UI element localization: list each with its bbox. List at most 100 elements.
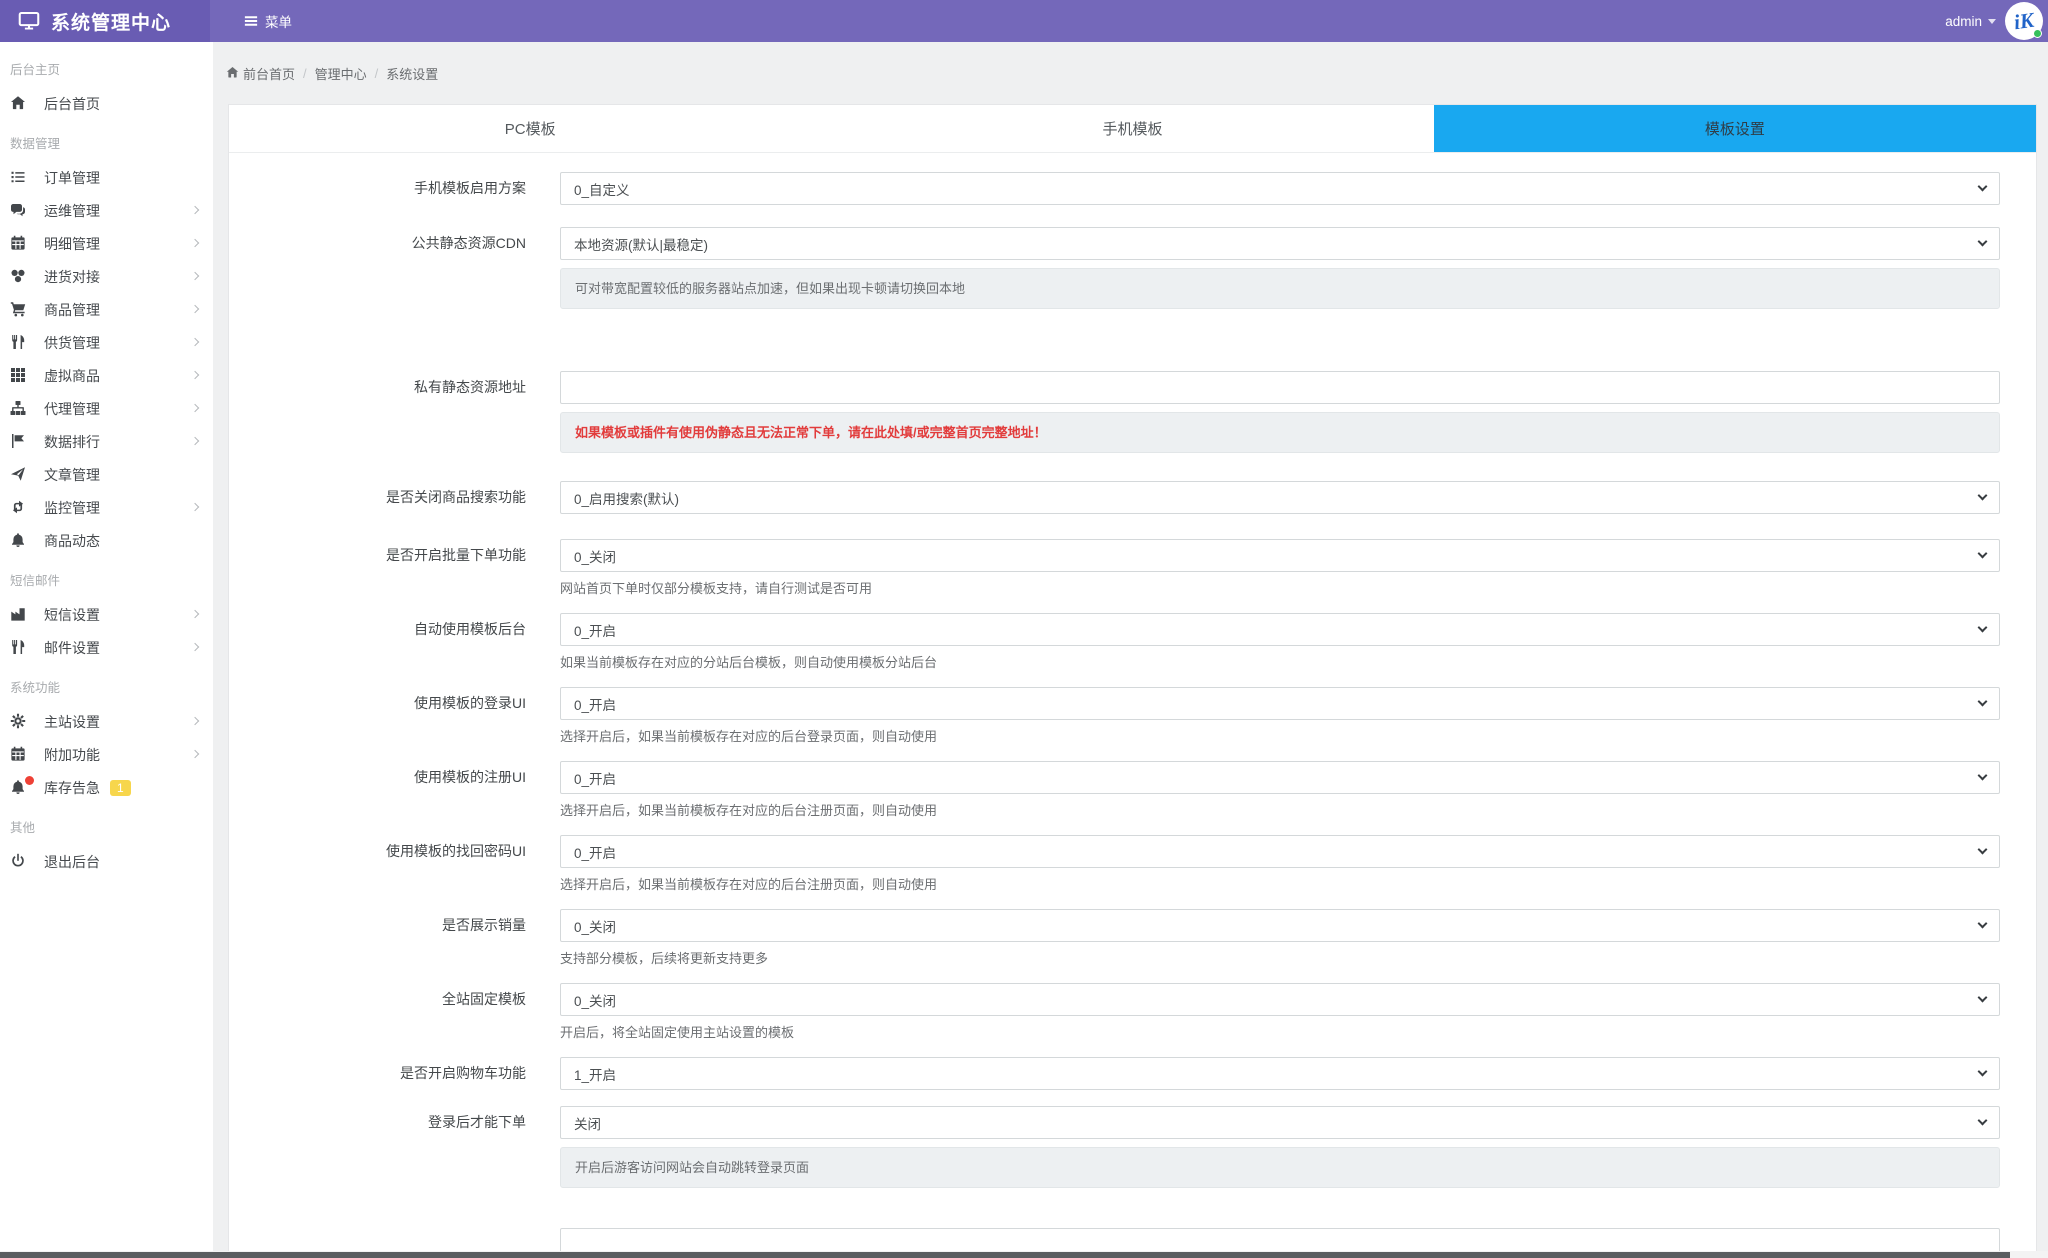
- breadcrumb-item-system-settings[interactable]: 系统设置: [386, 64, 438, 83]
- sidebar-item-virtual[interactable]: 虚拟商品: [0, 359, 213, 392]
- field-label: 是否展示销量: [442, 917, 526, 933]
- sidebar-section-title: 后台主页: [10, 63, 61, 77]
- sidebar-item-label: 退出后台: [44, 853, 100, 870]
- sidebar-item-label: 库存告急: [44, 779, 100, 796]
- sidebar-item-label: 运维管理: [44, 202, 100, 219]
- sidebar-item-supply[interactable]: 供货管理: [0, 326, 213, 359]
- field-label: 公共静态资源CDN: [411, 235, 526, 251]
- field-label: 私有静态资源地址: [414, 379, 526, 395]
- send-icon: [10, 466, 27, 483]
- cart-toggle-select[interactable]: 1_开启: [560, 1057, 2000, 1090]
- sidebar-item-site-settings[interactable]: 主站设置: [0, 705, 213, 738]
- form-row-partial: [229, 1228, 2000, 1251]
- field-control: 0_启用搜索(默认): [560, 481, 2000, 514]
- app-title: 系统管理中心: [51, 12, 172, 34]
- mobile-template-plan-select[interactable]: 0_自定义: [560, 172, 2000, 205]
- chevron-down-icon: [1977, 770, 1988, 781]
- username: admin: [1945, 13, 1982, 29]
- monitor-icon: [18, 12, 40, 30]
- sidebar-item-ranking[interactable]: 数据排行: [0, 425, 213, 458]
- field-label: 是否关闭商品搜索功能: [386, 489, 526, 505]
- sidebar-item-stock-alert[interactable]: 库存告急 1: [0, 771, 213, 804]
- breadcrumb-separator: /: [374, 66, 379, 81]
- sidebar-section-title: 数据管理: [10, 137, 61, 151]
- sidebar-item-articles[interactable]: 文章管理: [0, 458, 213, 491]
- form-row-template-register-ui: 使用模板的注册UI 0_开启 选择开启后，如果当前模板存在对应的后台注册页面，则自动…: [229, 761, 2000, 819]
- chevron-right-icon: [190, 716, 200, 726]
- field-help: 选择开启后，如果当前模板存在对应的后台登录页面，则自动使用: [560, 729, 938, 744]
- breadcrumb-item-frontend-home[interactable]: 前台首页: [226, 64, 295, 83]
- select-value: 0_自定义: [574, 182, 630, 198]
- select-value: 0_关闭: [574, 919, 617, 935]
- settings-card: PC模板 手机模板 模板设置 手机模板启用方案 0_自定义公共静态资源CDN 本地资源(…: [228, 104, 2037, 1252]
- sidebar-item-purchase[interactable]: 进货对接: [0, 260, 213, 293]
- chevron-right-icon: [190, 238, 200, 248]
- sidebar-item-mail-settings[interactable]: 邮件设置: [0, 631, 213, 664]
- user-dropdown[interactable]: admin: [1945, 14, 1996, 29]
- select-value: 本地资源(默认|最稳定): [574, 237, 708, 253]
- tab-mobile-template[interactable]: 手机模板: [1102, 121, 1163, 138]
- tab-pc-template[interactable]: PC模板: [504, 121, 556, 138]
- chevron-right-icon: [190, 502, 200, 512]
- chevron-down-icon: [1977, 181, 1988, 192]
- flag-icon: [10, 433, 27, 450]
- cdn-select[interactable]: 本地资源(默认|最稳定): [560, 227, 2000, 260]
- horizontal-scrollbar-thumb[interactable]: [0, 1252, 2010, 1258]
- auto-template-admin-select[interactable]: 0_开启: [560, 613, 2000, 646]
- calendar-icon: [10, 746, 27, 763]
- sidebar-item-logout[interactable]: 退出后台: [0, 845, 213, 878]
- form-row-template-reset-ui: 使用模板的找回密码UI 0_开启 选择开启后，如果当前模板存在对应的后台注册页面，则…: [229, 835, 2000, 893]
- avatar[interactable]: iK: [2005, 2, 2043, 40]
- cart-icon: [10, 301, 27, 318]
- avatar-logo: iK: [2012, 7, 2036, 34]
- top-header: 系统管理中心 菜单 admin iK: [0, 0, 2048, 42]
- breadcrumb-item-admin-center[interactable]: 管理中心: [315, 64, 367, 83]
- chevron-down-icon: [1977, 992, 1988, 1003]
- field-label: 使用模板的登录UI: [414, 695, 526, 711]
- sidebar-nav: 后台主页后台首页数据管理订单管理运维管理明细管理 进货对接 商品管理 供货管理虚拟商品…: [0, 42, 213, 1258]
- field-label: 登录后才能下单: [428, 1114, 526, 1130]
- template-login-ui-select[interactable]: 0_开启: [560, 687, 2000, 720]
- fixed-template-select[interactable]: 0_关闭: [560, 983, 2000, 1016]
- menu-button[interactable]: 菜单: [234, 0, 302, 42]
- partial-bottom-input[interactable]: [560, 1228, 2000, 1251]
- template-tabs: PC模板 手机模板 模板设置: [229, 105, 2036, 153]
- field-control: 本地资源(默认|最稳定): [560, 227, 2000, 260]
- chevron-right-icon: [190, 609, 200, 619]
- sidebar-item-ops[interactable]: 运维管理: [0, 194, 213, 227]
- sidebar-item-label: 监控管理: [44, 499, 100, 516]
- sidebar-item-label: 附加功能: [44, 746, 100, 763]
- sidebar-item-details[interactable]: 明细管理: [0, 227, 213, 260]
- field-label: 使用模板的注册UI: [414, 769, 526, 785]
- settings-form: 手机模板启用方案 0_自定义 公共静态资源CDN 本地资源(默认|最稳定) 可对带宽配置…: [229, 153, 2036, 1251]
- form-row-mobile-template-plan: 手机模板启用方案 0_自定义: [229, 172, 2000, 205]
- horizontal-scrollbar: [0, 1251, 2048, 1258]
- select-value: 0_开启: [574, 623, 617, 639]
- template-reset-ui-select[interactable]: 0_开启: [560, 835, 2000, 868]
- breadcrumb-separator: /: [303, 66, 307, 81]
- show-sales-select[interactable]: 0_关闭: [560, 909, 2000, 942]
- sidebar-item-agents[interactable]: 代理管理: [0, 392, 213, 425]
- private-static-url-input[interactable]: [560, 371, 2000, 404]
- sidebar-item-goods[interactable]: 商品管理: [0, 293, 213, 326]
- search-toggle-select[interactable]: 0_启用搜索(默认): [560, 481, 2000, 514]
- login-required-select[interactable]: 关闭: [560, 1106, 2000, 1139]
- field-label: 全站固定模板: [442, 991, 526, 1007]
- batch-order-select[interactable]: 0_关闭: [560, 539, 2000, 572]
- tab-template-settings[interactable]: 模板设置: [1433, 105, 2036, 152]
- sidebar-item-sms-settings[interactable]: 短信设置: [0, 598, 213, 631]
- sidebar-item-label: 虚拟商品: [44, 367, 100, 384]
- template-register-ui-select[interactable]: 0_开启: [560, 761, 2000, 794]
- sidebar-item-home[interactable]: 后台首页: [0, 87, 213, 120]
- sidebar-item-addons[interactable]: 附加功能: [0, 738, 213, 771]
- field-help: 网站首页下单时仅部分模板支持，请自行测试是否可用: [560, 581, 873, 596]
- list-icon: [10, 169, 27, 186]
- sidebar-item-orders[interactable]: 订单管理: [0, 161, 213, 194]
- field-control: [560, 1228, 2000, 1251]
- select-value: 0_关闭: [574, 549, 617, 565]
- sidebar-item-monitor[interactable]: 监控管理: [0, 491, 213, 524]
- field-help: 开启后游客访问网站会自动跳转登录页面: [560, 1147, 2000, 1188]
- sidebar-item-activity[interactable]: 商品动态: [0, 524, 213, 557]
- field-control: 0_开启: [560, 835, 2000, 868]
- app-brand[interactable]: 系统管理中心: [0, 0, 210, 42]
